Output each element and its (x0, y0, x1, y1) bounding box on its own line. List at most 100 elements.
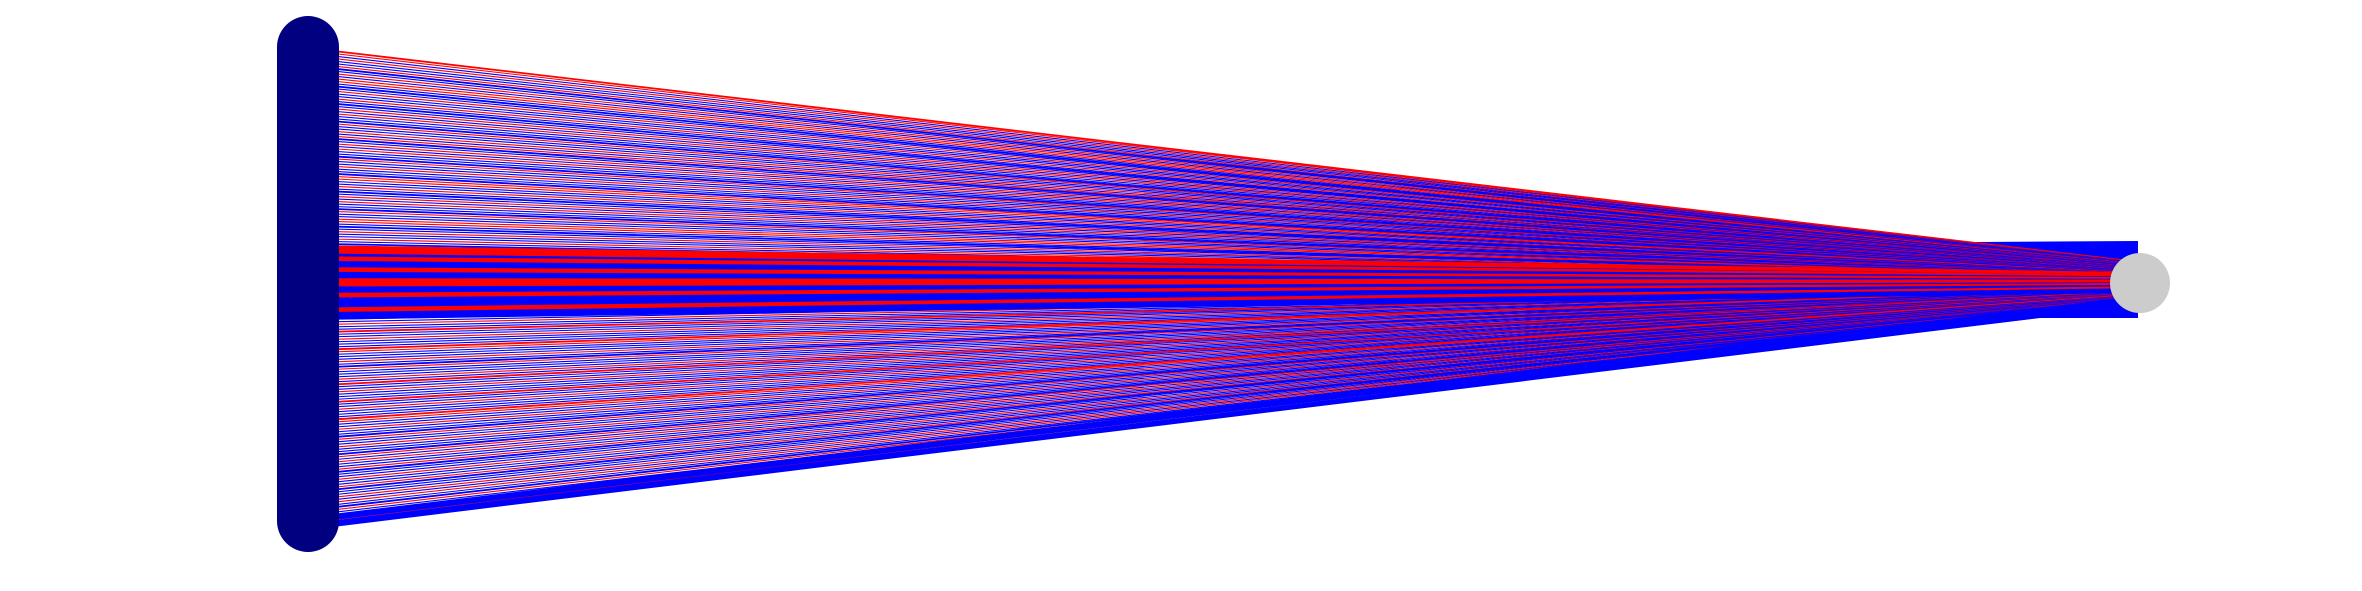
flow-line (307, 288, 2131, 354)
flow-line (307, 300, 2131, 494)
flow-line (307, 67, 2131, 264)
flow-line (307, 103, 2131, 267)
flow-line (307, 291, 2131, 389)
flow-line (307, 294, 2131, 423)
flow-line (307, 207, 2131, 277)
heavy-flow-line (307, 289, 2133, 320)
flow-line (307, 184, 2131, 275)
flow-line (307, 95, 2131, 266)
flow-line (307, 85, 2131, 266)
flow-line (307, 118, 2131, 269)
flow-line (307, 179, 2131, 274)
flow-line (307, 64, 2131, 264)
flow-line (307, 182, 2131, 274)
flow-line (307, 290, 2131, 382)
flow-line (307, 138, 2131, 270)
flow-line (307, 52, 2131, 263)
flow-line (307, 156, 2131, 272)
flow-line (307, 108, 2131, 268)
flow-line (307, 287, 2131, 352)
flow-line (307, 295, 2131, 435)
flow-line (307, 93, 2131, 266)
flow-line (307, 297, 2131, 458)
flow-line (307, 47, 2131, 262)
flow-line (307, 295, 2131, 433)
flow-line (307, 209, 2131, 277)
flow-line (307, 75, 2131, 265)
flow-line (307, 164, 2131, 273)
flow-line (307, 199, 2131, 276)
flow-line (307, 297, 2131, 453)
flow-line (307, 296, 2131, 440)
heavy-flow-band (307, 245, 2133, 320)
flow-line (307, 298, 2131, 463)
flow-line (307, 294, 2131, 425)
flow-line (307, 298, 2131, 468)
flow-line (307, 123, 2131, 269)
flow-line (307, 217, 2131, 278)
flow-line (307, 297, 2131, 523)
flow-line (307, 290, 2131, 372)
flow-line (307, 290, 2131, 374)
flow-line (307, 143, 2131, 271)
flow-line (307, 299, 2131, 471)
flow-line (307, 49, 2131, 262)
flow-line (307, 161, 2131, 273)
flow-line (307, 295, 2131, 427)
flow-line (307, 197, 2131, 276)
flow-line (307, 299, 2131, 478)
flow-line (307, 300, 2131, 488)
flow-line (307, 289, 2131, 364)
flow-line (307, 136, 2131, 270)
flow-line (307, 289, 2131, 369)
flow-line (307, 290, 2131, 377)
flow-line (307, 297, 2131, 450)
flow-line (307, 215, 2131, 277)
flow-line (307, 292, 2131, 394)
flow-line (307, 303, 2131, 530)
flow-line (307, 290, 2131, 379)
flow-line (307, 293, 2131, 407)
flow-line (307, 174, 2131, 274)
flow-line (307, 176, 2131, 274)
flow-line (307, 77, 2131, 265)
flow-line (307, 149, 2131, 271)
flow-line (307, 292, 2131, 400)
flow-line (307, 82, 2131, 266)
flow-line (307, 105, 2131, 267)
flow-line (307, 300, 2131, 486)
flow-line (307, 166, 2131, 273)
flow-line (307, 299, 2131, 476)
flow-line (307, 70, 2131, 264)
flow-line (307, 159, 2131, 272)
flow-line (307, 60, 2131, 263)
flow-line (307, 55, 2131, 263)
flow-line (307, 294, 2131, 417)
flow-line (307, 126, 2131, 269)
flow-line (307, 131, 2131, 270)
flow-line (307, 292, 2131, 397)
flow-line (307, 113, 2131, 268)
flow-line (307, 298, 2131, 466)
flow-line (307, 110, 2131, 268)
flow-line (307, 298, 2131, 460)
flow-line (307, 293, 2131, 412)
flow-line (307, 189, 2131, 275)
flow-line (307, 293, 2131, 415)
flow-line (307, 297, 2131, 448)
flow-line (307, 100, 2131, 267)
flow-line (307, 90, 2131, 266)
flow-line (307, 289, 2131, 361)
flow-line (307, 300, 2131, 483)
flow-line (307, 88, 2131, 266)
flow-line (307, 192, 2131, 275)
target-node (2110, 253, 2170, 313)
flow-line (307, 202, 2131, 276)
flow-line (307, 296, 2131, 443)
flow-line (307, 146, 2131, 271)
flow-line (307, 295, 2131, 430)
flow-line (307, 220, 2131, 278)
flow-line (307, 300, 2131, 481)
flow-line (307, 288, 2131, 359)
